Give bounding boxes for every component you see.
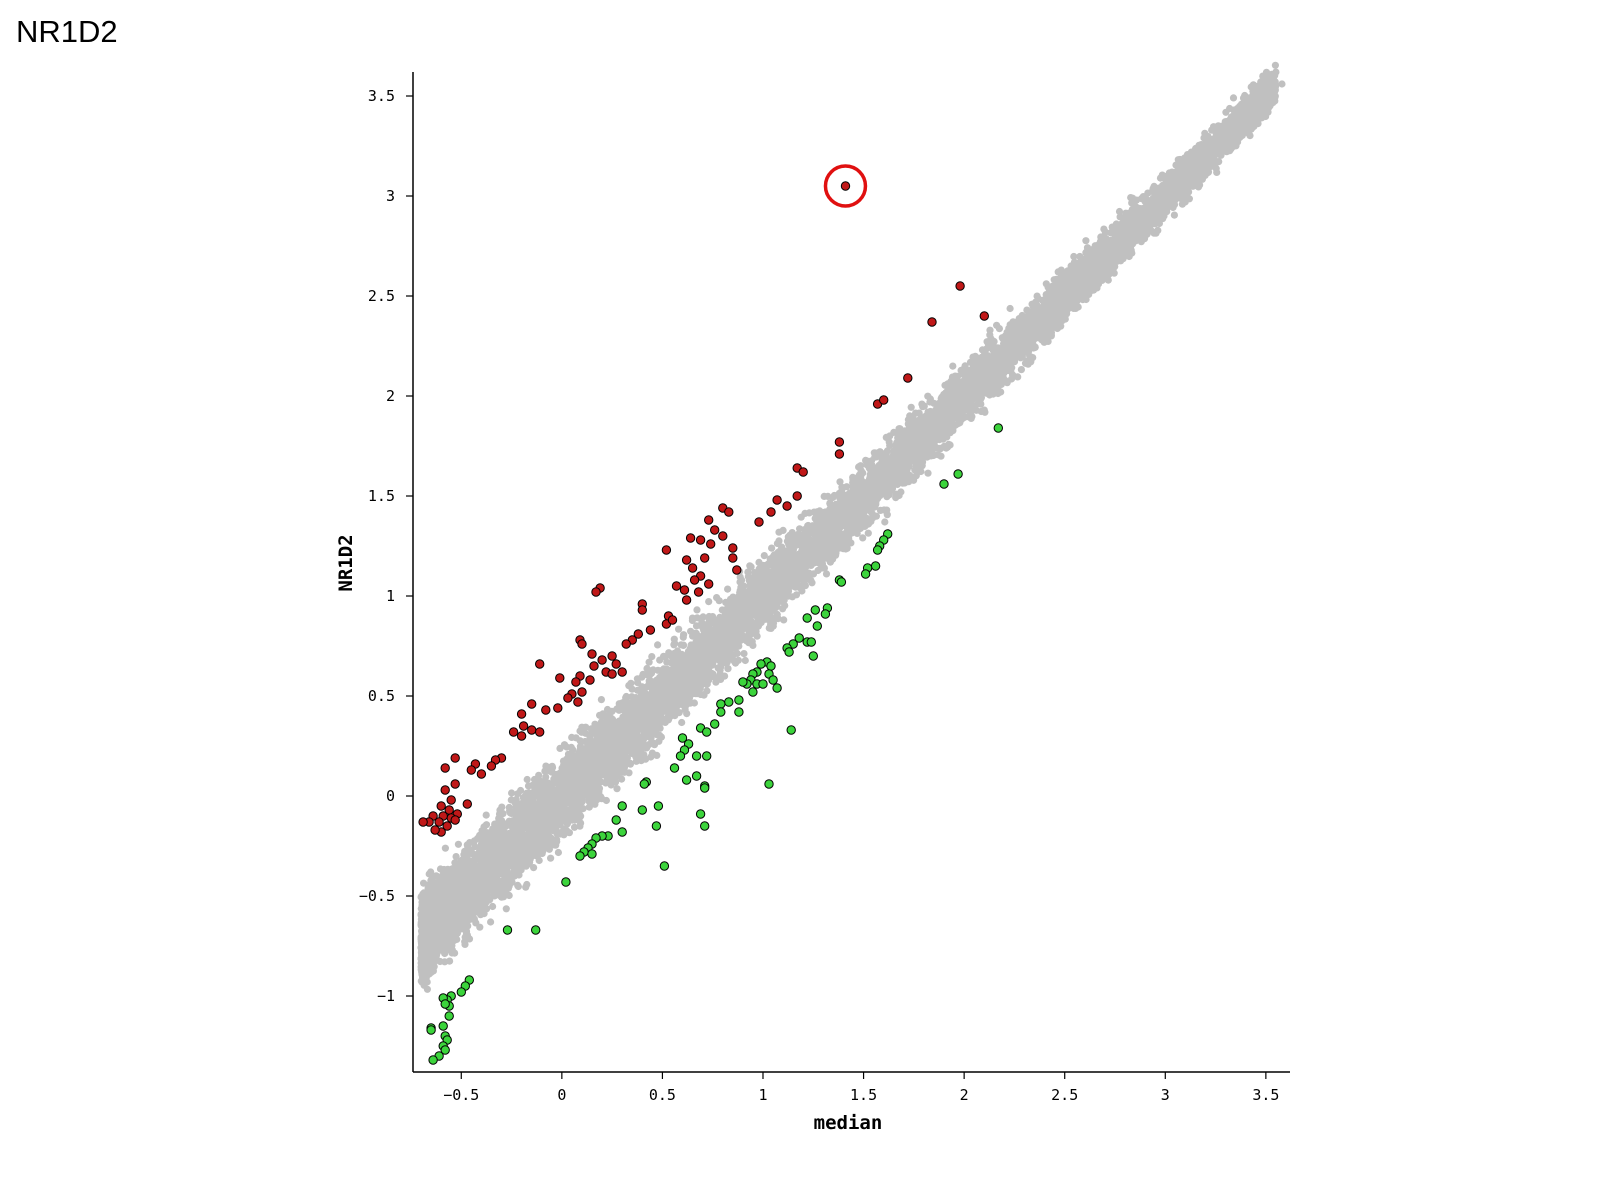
background-point	[760, 552, 768, 560]
background-point	[446, 957, 454, 965]
background-point	[713, 594, 721, 602]
background-point	[473, 834, 482, 843]
background-point	[876, 506, 885, 514]
background-point	[907, 403, 915, 411]
background-points	[417, 61, 1286, 993]
background-point	[986, 326, 994, 334]
background-point	[1072, 304, 1080, 312]
background-point	[724, 664, 732, 673]
background-point	[800, 581, 808, 590]
background-point	[654, 641, 662, 649]
background-point	[1115, 207, 1124, 216]
background-point	[461, 940, 469, 949]
background-point	[451, 949, 459, 957]
background-point	[560, 741, 569, 749]
background-point	[523, 775, 531, 784]
background-point	[502, 905, 510, 913]
background-point	[1006, 304, 1014, 313]
background-point	[693, 606, 701, 614]
background-point	[740, 650, 748, 658]
background-point	[779, 526, 787, 535]
background-point	[627, 679, 635, 687]
background-point	[554, 848, 563, 857]
background-point	[1017, 366, 1025, 374]
page-title: NR1D2	[16, 14, 118, 49]
background-point	[568, 733, 576, 742]
background-point	[917, 467, 925, 476]
background-point	[688, 614, 697, 622]
background-point	[746, 562, 754, 570]
background-point	[949, 362, 957, 370]
background-point	[648, 653, 656, 661]
background-point	[476, 923, 484, 931]
background-point	[1082, 237, 1090, 245]
background-point	[1042, 280, 1050, 288]
background-point	[441, 844, 449, 852]
background-point	[768, 544, 776, 552]
background-point	[634, 679, 642, 687]
background-point	[808, 579, 816, 587]
background-point	[645, 741, 653, 749]
background-point	[547, 854, 555, 862]
background-point	[818, 564, 826, 572]
background-point	[1104, 276, 1112, 284]
background-point	[895, 425, 903, 433]
background-point	[597, 696, 606, 704]
background-point	[487, 918, 495, 926]
background-point	[570, 823, 579, 831]
background-point	[576, 822, 584, 830]
background-point	[491, 820, 499, 828]
background-point	[941, 381, 949, 389]
background-point	[656, 656, 664, 664]
background-point	[822, 570, 831, 578]
background-point	[420, 879, 428, 887]
background-point	[1271, 61, 1279, 69]
background-point	[692, 622, 701, 630]
background-point	[699, 613, 707, 621]
background-point	[864, 529, 872, 537]
background-point	[508, 789, 516, 797]
background-point	[1170, 211, 1178, 219]
background-point	[535, 771, 543, 779]
background-point	[618, 775, 626, 783]
